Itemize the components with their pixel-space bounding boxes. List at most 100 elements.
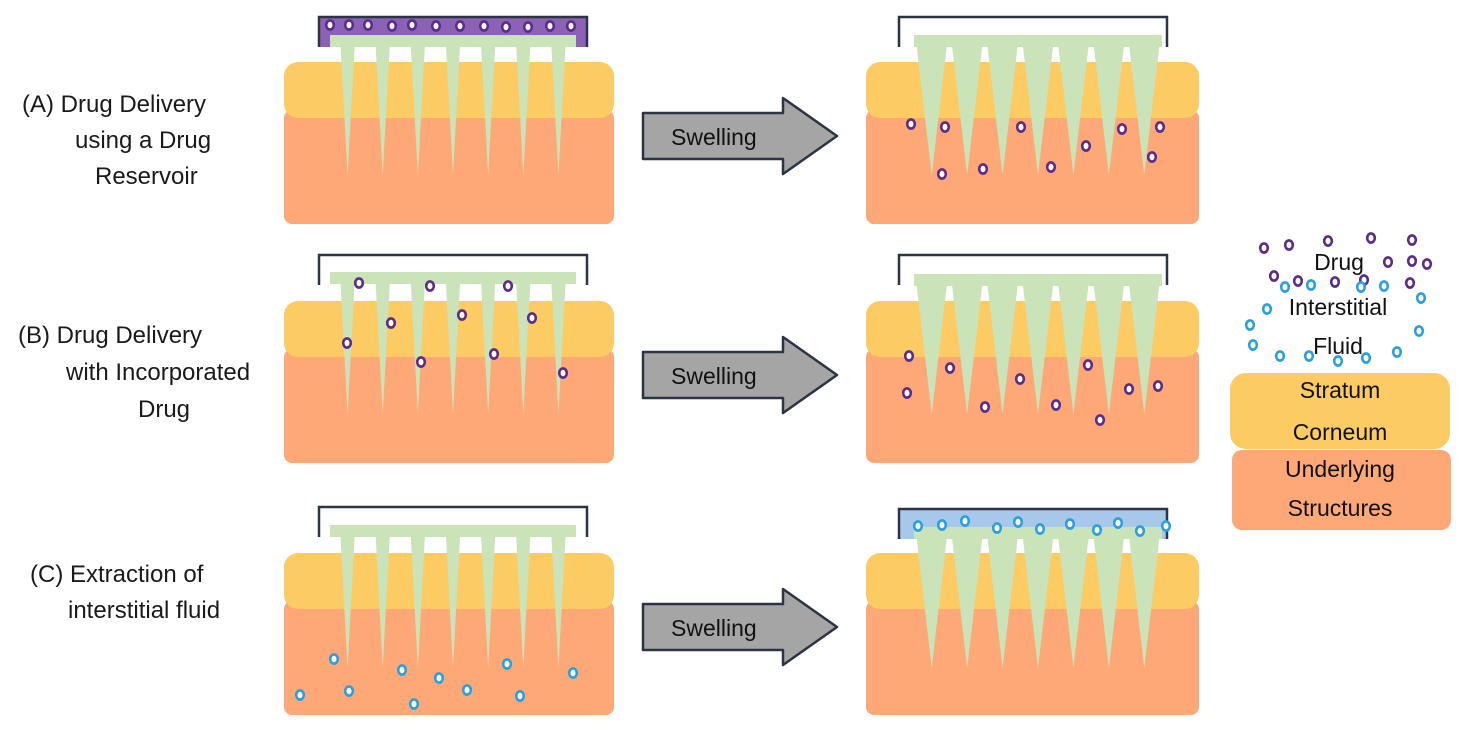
drug-particle-icon bbox=[1268, 270, 1280, 282]
drug-particle-icon bbox=[522, 21, 534, 33]
drug-particle-icon bbox=[1123, 383, 1135, 395]
microneedle-icon bbox=[481, 284, 496, 414]
fluid-particle-icon bbox=[396, 664, 408, 676]
drug-particle-icon bbox=[936, 168, 948, 180]
needle-base-plate bbox=[330, 35, 576, 47]
drug-particle-icon bbox=[1080, 140, 1092, 152]
fluid-particle-icon bbox=[408, 698, 420, 710]
fluid-particle-icon bbox=[1274, 350, 1286, 362]
drug-particle-icon bbox=[903, 350, 915, 362]
row-b-label-line-1: (B) Drug Delivery bbox=[18, 322, 202, 349]
fluid-particle-icon bbox=[461, 684, 473, 696]
drug-particle-icon bbox=[1421, 258, 1433, 270]
drug-particle-icon bbox=[944, 362, 956, 374]
drug-particle-icon bbox=[386, 20, 398, 32]
fluid-particle-icon bbox=[1360, 352, 1372, 364]
patch-a-before bbox=[317, 15, 589, 175]
drug-particle-icon bbox=[1094, 414, 1106, 426]
fluid-particle-icon bbox=[1261, 303, 1273, 315]
drug-particle-icon bbox=[1258, 242, 1270, 254]
microneedle-icon bbox=[481, 47, 496, 175]
microneedle-icon bbox=[446, 284, 460, 414]
swelling-arrow-b: Swelling bbox=[641, 335, 839, 415]
microneedle-icon bbox=[1058, 539, 1089, 668]
row-c-label-line-2: interstitial fluid bbox=[68, 597, 220, 624]
row-a-label-line-3: Reservoir bbox=[95, 163, 198, 190]
underlying-structures-layer bbox=[866, 601, 1199, 715]
fluid-particle-icon bbox=[912, 520, 924, 532]
row-c-label-line-1: (C) Extraction of bbox=[30, 561, 204, 588]
microneedle-icon bbox=[340, 284, 355, 414]
fluid-particle-icon bbox=[1332, 355, 1344, 367]
microneedle-icon bbox=[516, 537, 531, 668]
arrow-icon bbox=[641, 335, 839, 415]
drug-particle-icon bbox=[1365, 232, 1377, 244]
drug-particle-icon bbox=[343, 19, 355, 31]
patch-b-before bbox=[317, 253, 589, 414]
microneedle-icon bbox=[551, 537, 566, 668]
fluid-particle-icon bbox=[959, 515, 971, 527]
underlying-structures-layer bbox=[866, 110, 1199, 224]
drug-particle-icon bbox=[1116, 123, 1128, 135]
microneedle-icon bbox=[987, 47, 1018, 175]
microneedle-icon bbox=[551, 284, 566, 414]
drug-particle-icon bbox=[353, 277, 365, 289]
microneedle-icon bbox=[952, 286, 983, 414]
drug-particle-icon bbox=[1014, 373, 1026, 385]
drug-particle-icon bbox=[1404, 277, 1416, 289]
drug-particle-icon bbox=[557, 367, 569, 379]
drug-particle-icon bbox=[1082, 359, 1094, 371]
row-c-label: (C) Extraction of interstitial fluid bbox=[30, 561, 220, 624]
needle-base-plate bbox=[914, 35, 1162, 47]
drug-particle-icon bbox=[1292, 275, 1304, 287]
drug-particle-icon bbox=[544, 20, 556, 32]
row-a-label-line-1: (A) Drug Delivery bbox=[22, 91, 206, 118]
microneedle-icon bbox=[1129, 47, 1160, 175]
drug-particle-icon bbox=[341, 337, 353, 349]
microneedle-icon bbox=[987, 286, 1018, 414]
microneedle-icon bbox=[551, 47, 566, 175]
arrow-icon bbox=[641, 587, 839, 667]
drug-particle-icon bbox=[430, 20, 442, 32]
fluid-particle-icon bbox=[328, 653, 340, 665]
fluid-particle-icon bbox=[1305, 279, 1317, 291]
fluid-particle-icon bbox=[514, 690, 526, 702]
microneedle-icon bbox=[1058, 286, 1089, 414]
drug-particle-icon bbox=[977, 163, 989, 175]
drug-particle-icon bbox=[454, 20, 466, 32]
drug-particle-icon bbox=[1329, 276, 1341, 288]
legend: Drug Interstitial Fluid Stratum Corneum … bbox=[1230, 232, 1451, 530]
fluid-particle-icon bbox=[1415, 292, 1427, 304]
reservoir-icon bbox=[897, 253, 1169, 285]
swelling-arrow-c: Swelling bbox=[641, 587, 839, 667]
legend-fluid-label-line-1: Interstitial bbox=[1289, 294, 1387, 320]
microneedle-icon bbox=[516, 284, 531, 414]
drug-particle-icon bbox=[1406, 234, 1418, 246]
fluid-particle-icon bbox=[1247, 339, 1259, 351]
microneedle-icon bbox=[952, 47, 983, 175]
drug-particle-icon bbox=[1322, 235, 1334, 247]
drug-particle-icon bbox=[456, 309, 468, 321]
microneedle-icon bbox=[1093, 539, 1124, 668]
underlying-structures-layer bbox=[866, 349, 1199, 463]
underlying-structures-layer bbox=[284, 349, 614, 463]
row-b-label-line-2: with Incorporated bbox=[65, 359, 250, 386]
microneedle-icon bbox=[446, 47, 460, 175]
needle-base-plate bbox=[914, 274, 1162, 286]
drug-particle-icon bbox=[905, 118, 917, 130]
underlying-structures-layer bbox=[284, 110, 614, 224]
fluid-particle-icon bbox=[343, 685, 355, 697]
microneedle-icon bbox=[410, 284, 425, 414]
microneedle-icon bbox=[340, 537, 355, 668]
panels bbox=[284, 15, 1199, 715]
patch-b-after bbox=[897, 253, 1169, 414]
legend-fluid-label-line-2: Fluid bbox=[1313, 333, 1363, 359]
microneedle-icon bbox=[1129, 539, 1160, 668]
microneedle-icon bbox=[516, 47, 531, 175]
microneedle-icon bbox=[375, 284, 390, 414]
swelling-label-a: Swelling bbox=[671, 124, 757, 150]
fluid-particle-icon bbox=[1091, 524, 1103, 536]
drug-particle-icon bbox=[979, 401, 991, 413]
drug-particle-icon bbox=[1045, 161, 1057, 173]
